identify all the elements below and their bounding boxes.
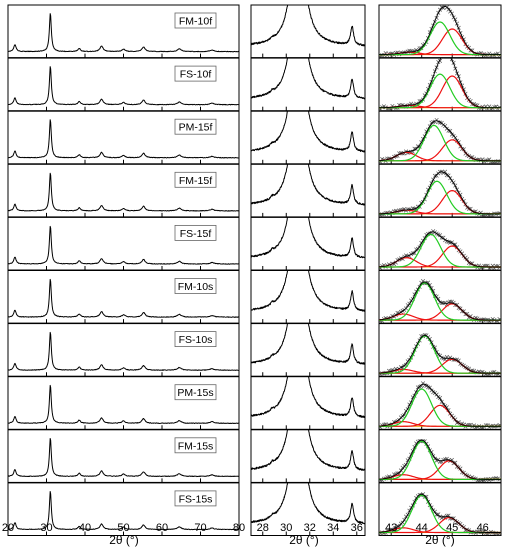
frame-zoom-FS-10f <box>250 57 366 112</box>
fit-envelope <box>379 171 501 215</box>
pattern-zoom-FM-15s <box>251 429 365 471</box>
sample-label-FS-10f: FS-10f <box>180 69 212 81</box>
fit-envelope <box>379 439 501 480</box>
frame-fit-FS-15f <box>378 216 502 271</box>
pattern-full-range-FS-10f <box>7 66 240 106</box>
pattern-zoom-FM-10s <box>251 270 365 312</box>
pattern-zoom-FS-15s <box>251 482 365 525</box>
fit-envelope <box>379 383 501 427</box>
sample-label-FS-15f: FS-15f <box>180 228 212 240</box>
tick-label-full-range: 30 <box>40 522 52 534</box>
frame-fit-FM-10f <box>378 4 502 59</box>
sample-label-box <box>174 490 217 507</box>
pattern-full-range-FS-15s <box>7 490 240 531</box>
tick-label-zoom: 32 <box>304 522 316 534</box>
pattern-full-range-FM-15s <box>7 437 240 478</box>
pattern-full-range-FS-10s <box>7 331 240 371</box>
sample-label-FM-10s: FM-10s <box>178 281 214 293</box>
sample-label-box <box>174 12 217 29</box>
fit-envelope <box>379 6 501 56</box>
tick-label-full-range: 40 <box>79 522 91 534</box>
tick-label-fit: 45 <box>446 522 458 534</box>
tick-label-fit: 43 <box>385 522 397 534</box>
pattern-full-range-FS-15f <box>7 225 240 265</box>
pattern-full-range-PM-15s <box>7 384 240 425</box>
sample-label-FM-15s: FM-15s <box>178 440 214 452</box>
tick-label-zoom: 30 <box>280 522 292 534</box>
pattern-full-range-PM-15f <box>7 119 240 159</box>
fit-envelope <box>379 58 501 109</box>
sample-label-FS-10s: FS-10s <box>179 334 213 346</box>
tick-label-fit: 44 <box>416 522 428 534</box>
tick-label-full-range: 80 <box>233 522 245 534</box>
sample-label-box <box>174 224 217 241</box>
frame-zoom-PM-15s <box>250 376 366 430</box>
pattern-zoom-FS-15f <box>251 217 365 259</box>
tick-label-zoom: 28 <box>257 522 269 534</box>
fit-43-46-panel: 43 44 45 46 <box>378 4 502 536</box>
frame-zoom-FS-10s <box>250 323 366 377</box>
xlabel-zoom: 2θ (°) <box>289 533 318 547</box>
frame-zoom-FM-10f <box>250 4 366 59</box>
sample-label-PM-15s: PM-15s <box>177 387 213 399</box>
frame-fit-FS-10s <box>378 323 502 377</box>
tick-label-full-range: 50 <box>117 522 129 534</box>
frame-zoom-FM-15f <box>250 163 366 218</box>
frame-zoom-FS-15s <box>250 482 366 536</box>
pattern-zoom-FS-10f <box>251 58 365 100</box>
tick-label-full-range: 70 <box>194 522 206 534</box>
pattern-zoom-FM-10f <box>251 5 365 47</box>
xlabel-full-range: 2θ (°) <box>109 533 138 547</box>
pattern-zoom-PM-15s <box>251 376 365 418</box>
fit-envelope <box>379 120 501 162</box>
fit-envelope <box>379 493 501 533</box>
tick-label-full-range: 60 <box>156 522 168 534</box>
sample-label-FS-15s: FS-15s <box>179 493 213 505</box>
pattern-zoom-FS-10s <box>251 323 365 365</box>
sample-label-FM-10f: FM-10f <box>179 16 212 28</box>
sample-label-box <box>174 65 217 82</box>
sample-label-box <box>174 118 217 135</box>
sample-label-box <box>174 384 217 401</box>
sample-label-PM-15f: PM-15f <box>179 122 213 134</box>
fit-envelope <box>379 334 501 374</box>
fit-envelope <box>379 231 501 268</box>
full-range-panel: FM-10f FS-10f PM-15f FM-15f FS-15f FM-10s FS-1… <box>2 4 245 536</box>
tick-label-full-range: 20 <box>2 522 14 534</box>
sample-label-box <box>174 437 217 454</box>
frame-fit-FS-10f <box>378 57 502 112</box>
pattern-zoom-FM-15f <box>251 164 365 206</box>
sample-label-FM-15f: FM-15f <box>179 175 212 187</box>
frame-zoom-FS-15f <box>250 216 366 271</box>
tick-label-fit: 46 <box>477 522 489 534</box>
sample-label-box <box>174 278 217 294</box>
frame-fit-FM-15s <box>378 429 502 483</box>
sample-label-box <box>174 331 217 348</box>
tick-label-zoom: 36 <box>351 522 363 534</box>
frame-zoom-PM-15f <box>250 110 366 165</box>
pattern-full-range-FM-15f <box>7 172 240 212</box>
xlabel-fit: 2θ (°) <box>425 533 454 547</box>
fit-envelope <box>379 281 501 321</box>
frame-zoom-FM-15s <box>250 429 366 483</box>
pattern-zoom-PM-15f <box>251 111 365 153</box>
sample-label-box <box>174 171 217 188</box>
pattern-full-range-FM-10s <box>7 278 240 318</box>
tick-label-zoom: 34 <box>327 522 339 534</box>
frame-zoom-FM-10s <box>250 270 366 324</box>
zoom-28-36-panel: 28 30 32 34 36 <box>250 4 366 536</box>
pattern-full-range-FM-10f <box>7 13 240 53</box>
